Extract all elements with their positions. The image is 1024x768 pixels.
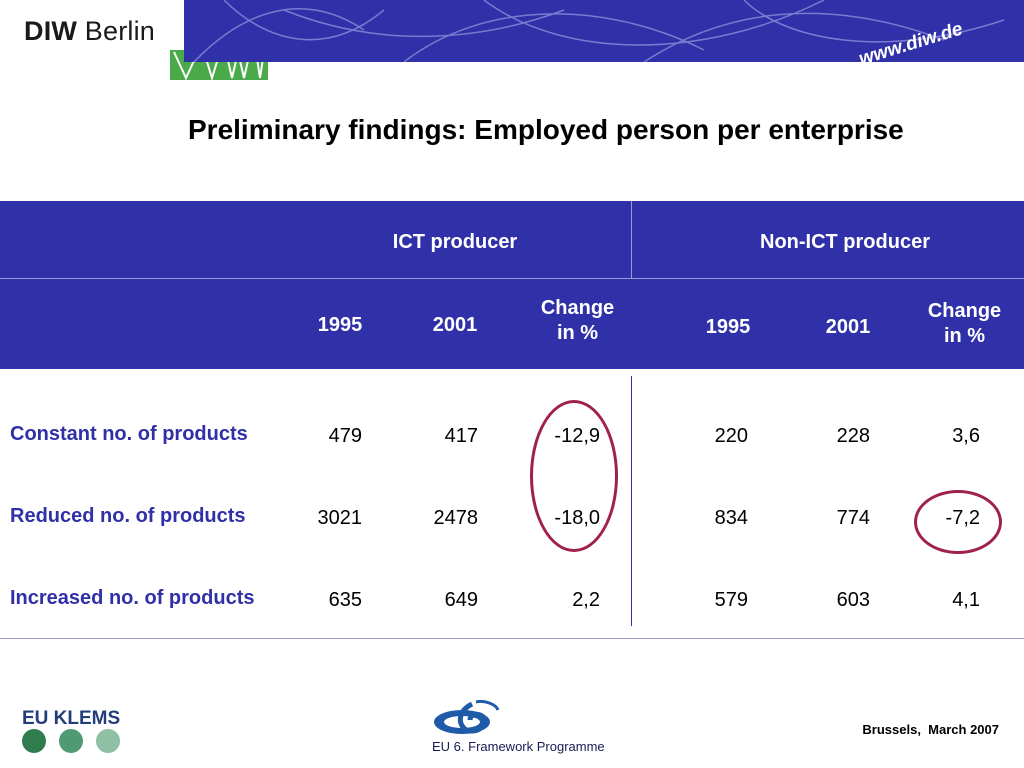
col-nonict-change: Change in % <box>927 300 1002 347</box>
table-bottom-line <box>0 638 1024 639</box>
table-cell: 2,2 <box>572 589 600 611</box>
logo-bold-text: DIW <box>24 16 78 46</box>
row-label: Reduced no. of products <box>10 505 246 527</box>
table-cell: 417 <box>444 425 478 447</box>
logo-regular-text: Berlin <box>84 16 156 46</box>
page-title: Preliminary findings: Employed person pe… <box>188 114 904 145</box>
col-nonict-2001: 2001 <box>825 316 871 338</box>
table-cell: 3021 <box>317 507 363 529</box>
col-nonict-1995: 1995 <box>705 316 751 338</box>
table-cell: 649 <box>444 589 478 611</box>
group-ict-producer: ICT producer <box>392 231 518 253</box>
fp6-logo-icon <box>432 700 500 738</box>
col-ict-2001: 2001 <box>432 314 478 336</box>
table-cell: 3,6 <box>952 425 980 447</box>
table-cell: 228 <box>836 425 870 447</box>
klems-dot <box>22 729 46 753</box>
table-cell: 2478 <box>433 507 479 529</box>
col-ict-1995: 1995 <box>317 314 363 336</box>
table-cell: 834 <box>714 507 748 529</box>
table-cell: 579 <box>714 589 748 611</box>
header-row-divider <box>0 278 1024 279</box>
klems-dot <box>96 729 120 753</box>
table-cell: 4,1 <box>952 589 980 611</box>
body-group-divider <box>631 376 632 626</box>
highlight-circle-ict <box>530 400 618 552</box>
row-label: Constant no. of products <box>10 423 248 445</box>
header-band: www.diw.de <box>184 0 1024 62</box>
col-ict-change: Change in % <box>540 297 615 344</box>
diw-logo: DIW Berlin <box>24 16 155 47</box>
group-non-ict-producer: Non-ICT producer <box>760 231 930 253</box>
table-cell: 479 <box>328 425 362 447</box>
table-header: ICT producer Non-ICT producer 1995 2001 … <box>0 201 1024 369</box>
row-label: Increased no. of products <box>10 587 255 609</box>
table-cell: 603 <box>836 589 870 611</box>
table-cell: 774 <box>836 507 870 529</box>
table-cell: 635 <box>328 589 362 611</box>
place-date: Brussels, March 2007 <box>862 722 999 737</box>
eu-klems-logo: EU KLEMS <box>22 708 121 729</box>
klems-dot <box>59 729 83 753</box>
framework-programme-label: EU 6. Framework Programme <box>432 739 605 754</box>
table-cell: 220 <box>714 425 748 447</box>
highlight-circle-nonict <box>914 490 1002 554</box>
group-divider <box>631 201 632 278</box>
